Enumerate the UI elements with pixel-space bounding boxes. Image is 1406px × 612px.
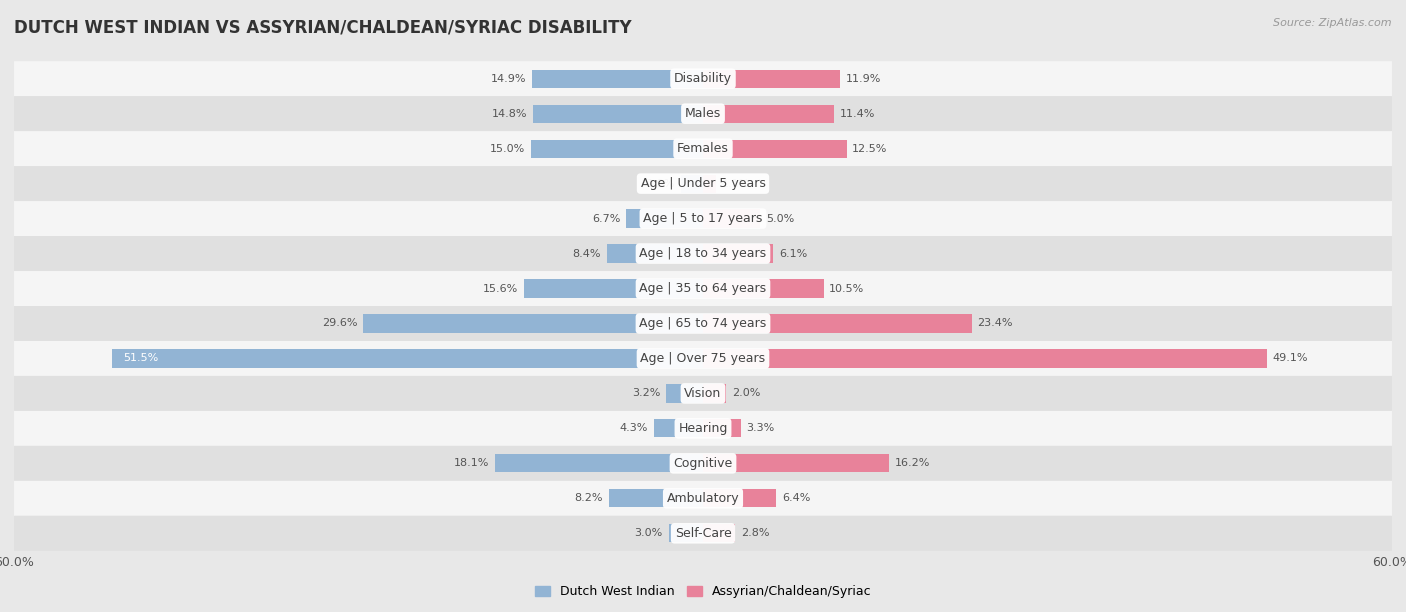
Text: 29.6%: 29.6% xyxy=(322,318,357,329)
FancyBboxPatch shape xyxy=(14,411,1392,446)
Bar xyxy=(703,524,735,542)
Bar xyxy=(703,489,776,507)
FancyBboxPatch shape xyxy=(14,201,1392,236)
Text: Hearing: Hearing xyxy=(678,422,728,435)
Text: 11.9%: 11.9% xyxy=(845,73,880,84)
Bar xyxy=(533,105,703,123)
FancyBboxPatch shape xyxy=(14,96,1392,131)
Text: 8.2%: 8.2% xyxy=(575,493,603,503)
Text: 3.2%: 3.2% xyxy=(633,389,661,398)
Text: 2.8%: 2.8% xyxy=(741,528,769,539)
Bar xyxy=(531,140,703,158)
Bar xyxy=(654,419,703,438)
Bar xyxy=(703,349,1267,368)
Text: 51.5%: 51.5% xyxy=(124,354,159,364)
Text: 8.4%: 8.4% xyxy=(572,248,600,258)
Text: 4.3%: 4.3% xyxy=(620,424,648,433)
Legend: Dutch West Indian, Assyrian/Chaldean/Syriac: Dutch West Indian, Assyrian/Chaldean/Syr… xyxy=(530,580,876,603)
Bar xyxy=(524,280,703,297)
FancyBboxPatch shape xyxy=(14,446,1392,481)
Text: 14.9%: 14.9% xyxy=(491,73,526,84)
Text: 3.3%: 3.3% xyxy=(747,424,775,433)
Text: Disability: Disability xyxy=(673,72,733,85)
Text: 10.5%: 10.5% xyxy=(830,283,865,294)
Bar xyxy=(703,105,834,123)
Text: 6.1%: 6.1% xyxy=(779,248,807,258)
Bar xyxy=(703,209,761,228)
FancyBboxPatch shape xyxy=(14,481,1392,516)
Text: Ambulatory: Ambulatory xyxy=(666,492,740,505)
FancyBboxPatch shape xyxy=(14,61,1392,96)
Bar xyxy=(111,349,703,368)
Bar xyxy=(681,174,703,193)
Bar xyxy=(606,244,703,263)
Bar xyxy=(495,454,703,472)
Text: 1.9%: 1.9% xyxy=(647,179,675,188)
FancyBboxPatch shape xyxy=(14,516,1392,551)
Text: DUTCH WEST INDIAN VS ASSYRIAN/CHALDEAN/SYRIAC DISABILITY: DUTCH WEST INDIAN VS ASSYRIAN/CHALDEAN/S… xyxy=(14,18,631,36)
FancyBboxPatch shape xyxy=(14,341,1392,376)
Bar xyxy=(703,174,716,193)
Bar xyxy=(666,384,703,403)
Text: Source: ZipAtlas.com: Source: ZipAtlas.com xyxy=(1274,18,1392,28)
Text: Age | 5 to 17 years: Age | 5 to 17 years xyxy=(644,212,762,225)
Text: Females: Females xyxy=(678,142,728,155)
Bar xyxy=(703,244,773,263)
Text: 1.1%: 1.1% xyxy=(721,179,749,188)
Text: 12.5%: 12.5% xyxy=(852,144,887,154)
Bar xyxy=(669,524,703,542)
Text: 14.8%: 14.8% xyxy=(492,109,527,119)
Text: Cognitive: Cognitive xyxy=(673,457,733,470)
Text: 11.4%: 11.4% xyxy=(839,109,875,119)
Bar xyxy=(703,315,972,332)
Text: 5.0%: 5.0% xyxy=(766,214,794,223)
Bar xyxy=(703,419,741,438)
Text: 15.0%: 15.0% xyxy=(489,144,524,154)
Bar xyxy=(703,454,889,472)
Text: 6.4%: 6.4% xyxy=(782,493,811,503)
Text: 49.1%: 49.1% xyxy=(1272,354,1308,364)
FancyBboxPatch shape xyxy=(14,271,1392,306)
Text: 16.2%: 16.2% xyxy=(894,458,931,468)
Text: Males: Males xyxy=(685,107,721,120)
Bar xyxy=(703,70,839,88)
FancyBboxPatch shape xyxy=(14,376,1392,411)
Text: 2.0%: 2.0% xyxy=(731,389,761,398)
Text: Age | 18 to 34 years: Age | 18 to 34 years xyxy=(640,247,766,260)
Text: Age | Under 5 years: Age | Under 5 years xyxy=(641,177,765,190)
Bar xyxy=(703,140,846,158)
FancyBboxPatch shape xyxy=(14,131,1392,166)
Text: Age | 35 to 64 years: Age | 35 to 64 years xyxy=(640,282,766,295)
FancyBboxPatch shape xyxy=(14,236,1392,271)
Text: 6.7%: 6.7% xyxy=(592,214,620,223)
Bar xyxy=(363,315,703,332)
Text: 3.0%: 3.0% xyxy=(634,528,662,539)
Bar xyxy=(703,280,824,297)
FancyBboxPatch shape xyxy=(14,166,1392,201)
Bar xyxy=(609,489,703,507)
Text: 23.4%: 23.4% xyxy=(977,318,1012,329)
Text: Self-Care: Self-Care xyxy=(675,527,731,540)
Bar xyxy=(626,209,703,228)
Text: Age | 65 to 74 years: Age | 65 to 74 years xyxy=(640,317,766,330)
FancyBboxPatch shape xyxy=(14,306,1392,341)
Text: Age | Over 75 years: Age | Over 75 years xyxy=(641,352,765,365)
Text: Vision: Vision xyxy=(685,387,721,400)
Bar xyxy=(531,70,703,88)
Text: 15.6%: 15.6% xyxy=(482,283,519,294)
Text: 18.1%: 18.1% xyxy=(454,458,489,468)
Bar xyxy=(703,384,725,403)
